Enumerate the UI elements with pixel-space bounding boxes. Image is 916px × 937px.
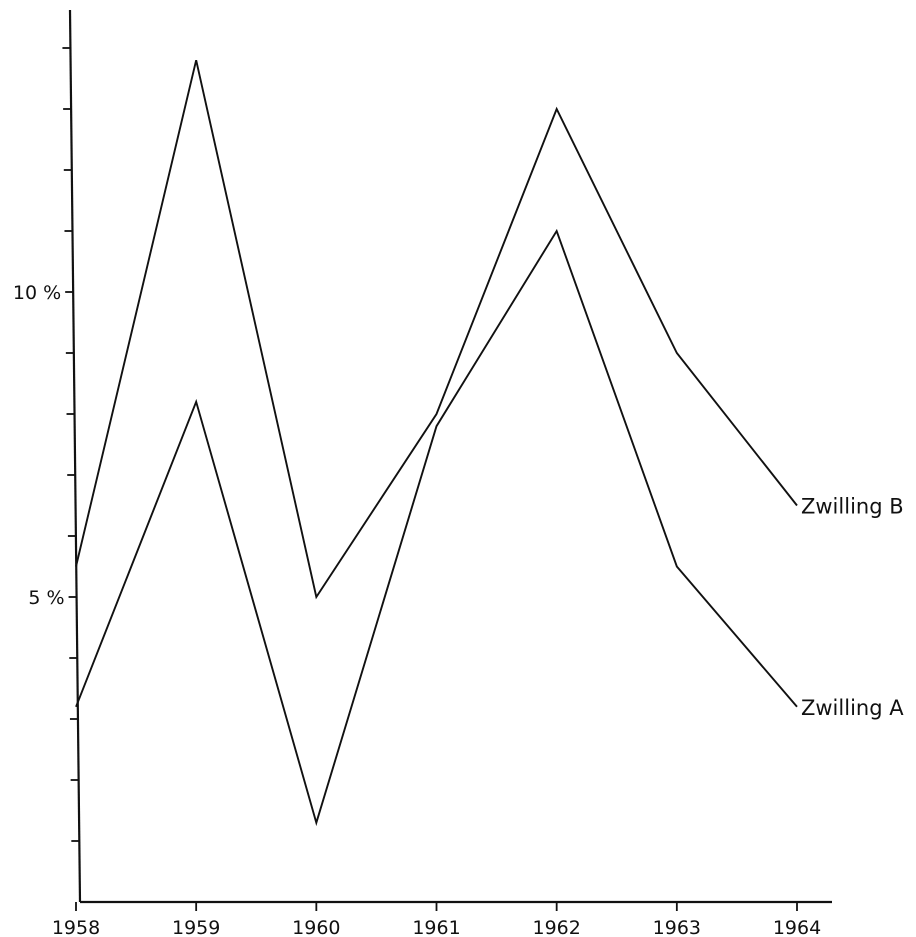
series-label-zwilling-b: Zwilling B	[801, 495, 904, 519]
x-tick-label: 1962	[532, 917, 580, 937]
x-tick-label: 1958	[52, 917, 100, 937]
series-line-zwilling-b	[75, 59, 798, 600]
x-tick-label: 1963	[653, 917, 701, 937]
series-label-zwilling-a: Zwilling A	[801, 696, 904, 720]
x-axis-ticks: 1958 1959 1960 1961 1962 1963 1964	[52, 902, 821, 937]
y-tick-label: 10 %	[13, 282, 61, 304]
x-tick-label: 1961	[412, 917, 460, 937]
chart-axes	[68, 9, 832, 904]
series-line-zwilling-a	[75, 228, 798, 827]
y-axis-ticks: 5 % 10 %	[13, 47, 80, 842]
series-lines: Zwilling B Zwilling A	[75, 59, 904, 827]
x-tick-label: 1960	[292, 917, 340, 937]
y-tick-label: 5 %	[28, 587, 64, 609]
y-axis	[68, 9, 82, 903]
x-tick-label: 1964	[773, 917, 821, 937]
x-tick-label: 1959	[172, 917, 220, 937]
